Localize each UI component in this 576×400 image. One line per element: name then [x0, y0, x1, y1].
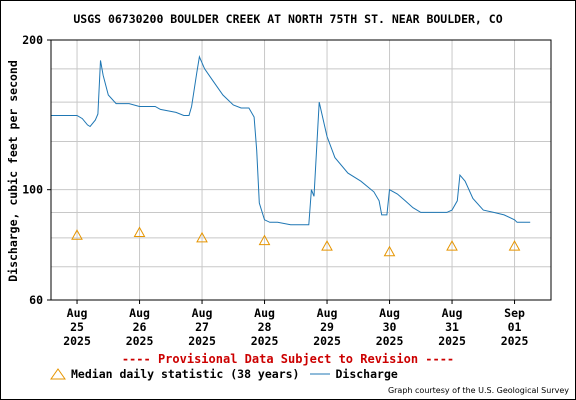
x-tick-label: 2025	[188, 334, 216, 348]
legend-discharge: Discharge	[309, 367, 398, 381]
x-tick-label: Aug	[317, 306, 338, 320]
plot-area-border	[50, 39, 552, 301]
x-tick-label: 29	[320, 320, 334, 334]
legend-median: Median daily statistic (38 years)	[49, 367, 299, 381]
discharge-line	[51, 55, 531, 226]
y-tick-label: 100	[22, 183, 43, 197]
x-tick-label: 26	[133, 320, 147, 334]
chart-title: USGS 06730200 BOULDER CREEK AT NORTH 75T…	[73, 12, 503, 26]
median-marker	[258, 234, 271, 246]
triangle-icon	[50, 368, 66, 380]
x-tick-label: 2025	[376, 334, 404, 348]
courtesy-note: Graph courtesy of the U.S. Geological Su…	[387, 386, 569, 395]
y-tick-label: 60	[29, 293, 43, 307]
median-marker	[196, 231, 208, 243]
x-tick-label: Aug	[192, 306, 213, 320]
x-tick-label: 2025	[251, 334, 279, 348]
x-tick-label: 25	[70, 320, 84, 334]
x-tick-label: 2025	[63, 334, 91, 348]
median-marker	[508, 240, 521, 251]
x-tick-label: 2025	[501, 334, 529, 348]
x-tick-label: Aug	[379, 306, 400, 320]
x-tick-label: 31	[445, 320, 459, 334]
median-marker	[71, 229, 83, 240]
x-tick-label: 2025	[313, 334, 341, 348]
x-tick-label: Sep	[504, 306, 525, 320]
line-swatch-icon	[310, 373, 331, 375]
median-marker	[446, 240, 458, 251]
provisional-notice: ---- Provisional Data Subject to Revisio…	[121, 352, 455, 366]
discharge-series	[51, 55, 531, 226]
median-series	[71, 226, 521, 257]
x-tick-label: 28	[258, 320, 272, 334]
x-tick-label: 2025	[126, 334, 154, 348]
median-marker	[321, 240, 333, 251]
legend: Median daily statistic (38 years) Discha…	[49, 367, 408, 381]
x-tick-label: 01	[508, 320, 522, 334]
legend-discharge-label: Discharge	[335, 367, 398, 381]
y-tick-label: 200	[22, 33, 43, 47]
x-tick-label: 30	[383, 320, 397, 334]
x-tick-label: Aug	[129, 306, 150, 320]
grid-layer	[51, 39, 551, 301]
legend-median-label: Median daily statistic (38 years)	[71, 367, 300, 381]
x-tick-label: Aug	[67, 306, 88, 320]
y-axis-title: Discharge, cubic feet per second	[6, 60, 20, 282]
median-marker	[383, 245, 396, 257]
axis-layer: Aug252025Aug262025Aug272025Aug282025Aug2…	[6, 33, 528, 348]
x-tick-label: 2025	[438, 334, 466, 348]
x-tick-label: 27	[195, 320, 209, 334]
median-marker	[133, 226, 146, 237]
x-tick-label: Aug	[254, 306, 275, 320]
x-tick-label: Aug	[442, 306, 463, 320]
